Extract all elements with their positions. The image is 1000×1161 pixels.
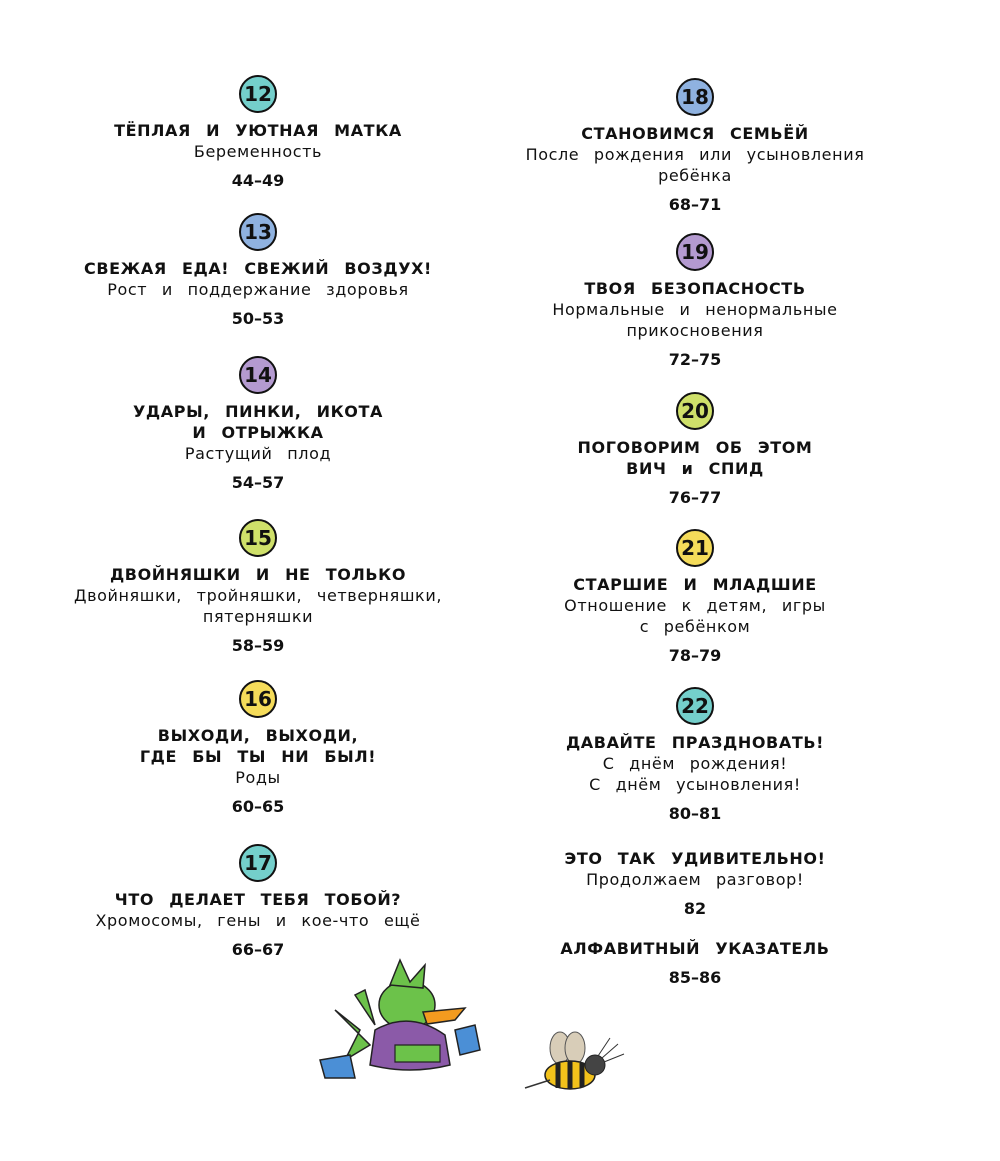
toc-entry[interactable]: 18 СТАНОВИМСЯ СЕМЬЁЙ После рождения или ус…	[475, 78, 915, 215]
toc-entry[interactable]: ЭТО ТАК УДИВИТЕЛЬНО! Продолжаем разговор!…	[475, 848, 915, 919]
page-range: 82	[683, 899, 707, 918]
page-range: 85–86	[668, 968, 722, 987]
toc-entry[interactable]: 17 ЧТО ДЕЛАЕТ ТЕБЯ ТОБОЙ? Хромосомы, гены …	[38, 844, 478, 960]
chapter-title: ТВОЯ БЕЗОПАСНОСТЬ	[584, 279, 806, 298]
toc-entry[interactable]: 20 ПОГОВОРИМ ОБ ЭТОМ ВИЧ и СПИД 76–77	[475, 392, 915, 508]
chapter-subtitle: Беременность	[193, 142, 323, 161]
chapter-subtitle: с ребёнком	[639, 617, 751, 636]
chapter-subtitle: Нормальные и ненормальные	[552, 300, 838, 319]
chapter-number-badge: 18	[676, 78, 714, 116]
chapter-title: СТАРШИЕ И МЛАДШИЕ	[573, 575, 817, 594]
chapter-subtitle: С днём усыновления!	[589, 775, 801, 794]
chapter-title: ДАВАЙТЕ ПРАЗДНОВАТЬ!	[565, 733, 825, 752]
chapter-subtitle: С днём рождения!	[602, 754, 788, 773]
page-range: 80–81	[668, 804, 722, 823]
toc-entry[interactable]: АЛФАВИТНЫЙ УКАЗАТЕЛЬ 85–86	[475, 938, 915, 988]
page-range: 78–79	[668, 646, 722, 665]
chapter-title: ВЫХОДИ, ВЫХОДИ,	[157, 726, 359, 745]
chapter-number-badge: 15	[239, 519, 277, 557]
chapter-subtitle: Хромосомы, гены и кое-что ещё	[95, 911, 421, 930]
bird-illustration	[319, 958, 481, 1079]
chapter-number-badge: 19	[676, 233, 714, 271]
toc-entry[interactable]: 13 СВЕЖАЯ ЕДА! СВЕЖИЙ ВОЗДУХ! Рост и подде…	[38, 213, 478, 329]
bee-illustration	[524, 1031, 625, 1090]
chapter-subtitle: ребёнка	[658, 166, 732, 185]
toc-entry[interactable]: 19 ТВОЯ БЕЗОПАСНОСТЬ Нормальные и ненормал…	[475, 233, 915, 370]
page-range: 72–75	[668, 350, 722, 369]
page-range: 66–67	[231, 940, 285, 959]
chapter-number-badge: 13	[239, 213, 277, 251]
toc-entry[interactable]: 14 УДАРЫ, ПИНКИ, ИКОТА И ОТРЫЖКА Растущий п…	[38, 356, 478, 493]
toc-entry[interactable]: 16 ВЫХОДИ, ВЫХОДИ, ГДЕ БЫ ТЫ НИ БЫЛ! Роды 60…	[38, 680, 478, 817]
page-range: 76–77	[668, 488, 722, 507]
chapter-number-badge: 20	[676, 392, 714, 430]
chapter-title: ГДЕ БЫ ТЫ НИ БЫЛ!	[139, 747, 377, 766]
chapter-subtitle: Отношение к детям, игры	[564, 596, 826, 615]
chapter-title: И ОТРЫЖКА	[192, 423, 324, 442]
chapter-number-badge: 21	[676, 529, 714, 567]
chapter-subtitle: Двойняшки, тройняшки, четверняшки,	[73, 586, 443, 605]
chapter-number-badge: 14	[239, 356, 277, 394]
chapter-title: АЛФАВИТНЫЙ УКАЗАТЕЛЬ	[560, 939, 830, 958]
chapter-title: СТАНОВИМСЯ СЕМЬЁЙ	[581, 124, 809, 143]
chapter-title: УДАРЫ, ПИНКИ, ИКОТА	[133, 402, 383, 421]
chapter-title: ЧТО ДЕЛАЕТ ТЕБЯ ТОБОЙ?	[114, 890, 402, 909]
chapter-title: ПОГОВОРИМ ОБ ЭТОМ	[577, 438, 813, 457]
page-range: 54–57	[231, 473, 285, 492]
page-range: 68–71	[668, 195, 722, 214]
chapter-number-badge: 22	[676, 687, 714, 725]
toc-entry[interactable]: 21 СТАРШИЕ И МЛАДШИЕ Отношение к детям, иг…	[475, 529, 915, 666]
chapter-subtitle: Продолжаем разговор!	[586, 870, 804, 889]
toc-entry[interactable]: 15 ДВОЙНЯШКИ И НЕ ТОЛЬКО Двойняшки, тройня…	[38, 519, 478, 656]
chapter-title: ДВОЙНЯШКИ И НЕ ТОЛЬКО	[109, 565, 407, 584]
chapter-title: ЭТО ТАК УДИВИТЕЛЬНО!	[564, 849, 826, 868]
page-range: 58–59	[231, 636, 285, 655]
toc-entry[interactable]: 12 ТЁПЛАЯ И УЮТНАЯ МАТКА Беременность 44–49	[38, 75, 478, 191]
chapter-number-badge: 12	[239, 75, 277, 113]
page-range: 50–53	[231, 309, 285, 328]
toc-entry[interactable]: 22 ДАВАЙТЕ ПРАЗДНОВАТЬ! С днём рождения! С …	[475, 687, 915, 824]
chapter-subtitle: пятерняшки	[202, 607, 314, 626]
chapter-subtitle: Роды	[235, 768, 281, 787]
chapter-subtitle: Растущий плод	[184, 444, 332, 463]
chapter-title: ТЁПЛАЯ И УЮТНАЯ МАТКА	[114, 121, 402, 140]
chapter-number-badge: 17	[239, 844, 277, 882]
chapter-number-badge: 16	[239, 680, 277, 718]
page-range: 44–49	[231, 171, 285, 190]
chapter-title: ВИЧ и СПИД	[626, 459, 764, 478]
chapter-title: СВЕЖАЯ ЕДА! СВЕЖИЙ ВОЗДУХ!	[84, 259, 432, 278]
page-range: 60–65	[231, 797, 285, 816]
chapter-subtitle: прикосновения	[626, 321, 764, 340]
chapter-subtitle: После рождения или усыновления	[525, 145, 865, 164]
chapter-subtitle: Рост и поддержание здоровья	[107, 280, 409, 299]
